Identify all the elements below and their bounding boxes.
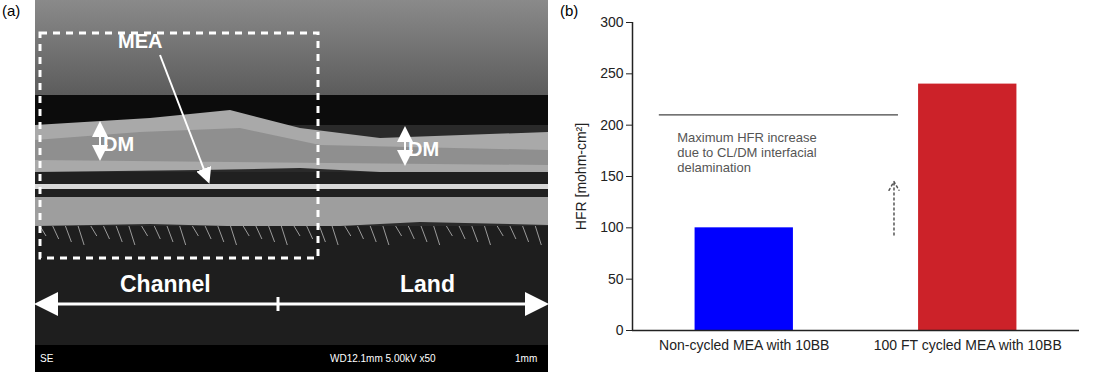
svg-text:200: 200 [600, 117, 624, 133]
svg-text:Maximum HFR increasedue to CL/: Maximum HFR increasedue to CL/DM interfa… [677, 130, 817, 175]
svg-text:100 FT cycled MEA with 10BB: 100 FT cycled MEA with 10BB [874, 337, 1062, 353]
svg-text:SE: SE [40, 353, 54, 364]
html-text:(b): (b) [560, 2, 579, 19]
svg-text:DM: DM [103, 133, 134, 155]
svg-text:DM: DM [408, 138, 439, 160]
svg-text:300: 300 [600, 14, 624, 30]
svg-text:MEA: MEA [118, 30, 162, 52]
svg-text:(a): (a) [2, 2, 20, 19]
svg-text:Non-cycled MEA with 10BB: Non-cycled MEA with 10BB [659, 337, 829, 353]
svg-text:WD12.1mm 5.00kV x50: WD12.1mm 5.00kV x50 [330, 353, 436, 364]
svg-text:50: 50 [608, 271, 624, 287]
svg-text:100: 100 [600, 219, 624, 235]
svg-text:Channel: Channel [120, 271, 211, 297]
svg-text:1mm: 1mm [515, 353, 537, 364]
svg-text:0: 0 [616, 322, 624, 338]
svg-text:250: 250 [600, 65, 624, 81]
svg-text:HFR [mohm-cm²]: HFR [mohm-cm²] [573, 123, 589, 230]
svg-text:150: 150 [600, 168, 624, 184]
svg-text:Land: Land [400, 271, 455, 297]
